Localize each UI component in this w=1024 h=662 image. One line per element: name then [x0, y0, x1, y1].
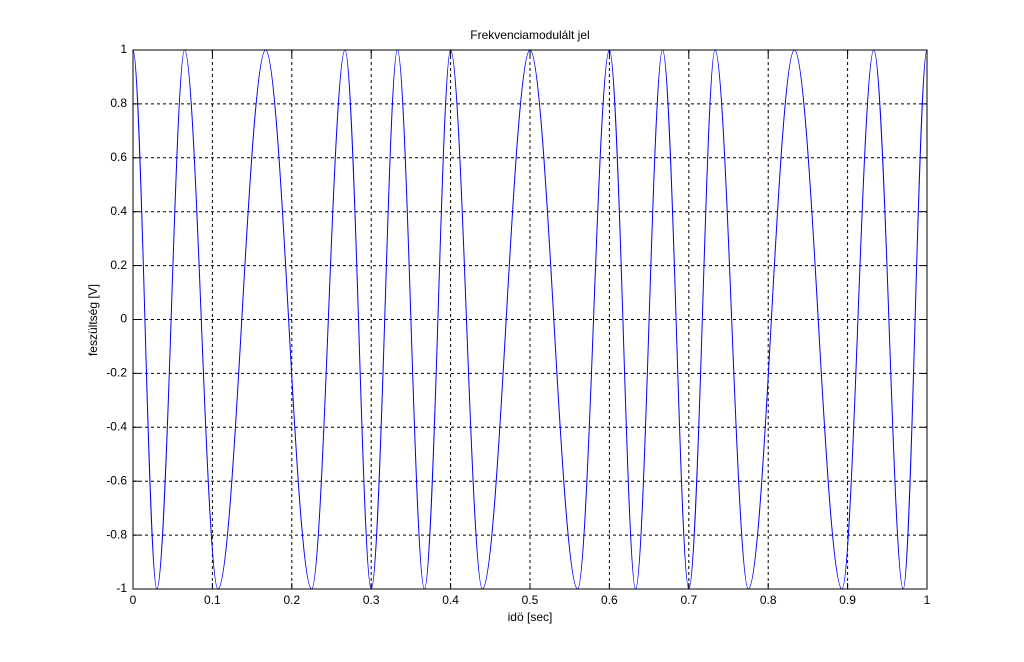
x-tick-label: 0.4	[442, 593, 459, 607]
x-tick-label: 0	[130, 593, 137, 607]
y-tick-label: 0	[120, 312, 127, 326]
x-tick-label: 0.7	[680, 593, 697, 607]
axes-box	[132, 49, 928, 590]
y-tick-label: 1	[120, 42, 127, 56]
y-tick-label: -1	[116, 581, 127, 595]
y-tick-label: -0.8	[106, 527, 127, 541]
x-tick-label: 0.1	[204, 593, 221, 607]
x-tick-label: 0.9	[839, 593, 856, 607]
y-tick-label: 0.6	[110, 150, 127, 164]
x-tick-label: 0.6	[601, 593, 618, 607]
y-tick-label: 0.2	[110, 258, 127, 272]
y-tick-label: 0.8	[110, 96, 127, 110]
x-tick-label: 1	[924, 593, 931, 607]
y-axis-label: feszültség [V]	[86, 284, 100, 356]
y-tick-label: 0.4	[110, 204, 127, 218]
chart-title: Frekvenciamodulált jel	[470, 28, 589, 42]
x-tick-label: 0.8	[760, 593, 777, 607]
x-tick-label: 0.2	[283, 593, 300, 607]
y-tick-label: -0.2	[106, 366, 127, 380]
x-axis-label: idö [sec]	[508, 610, 553, 624]
y-tick-label: -0.6	[106, 473, 127, 487]
x-tick-label: 0.3	[363, 593, 380, 607]
x-tick-label: 0.5	[522, 593, 539, 607]
y-tick-label: -0.4	[106, 419, 127, 433]
